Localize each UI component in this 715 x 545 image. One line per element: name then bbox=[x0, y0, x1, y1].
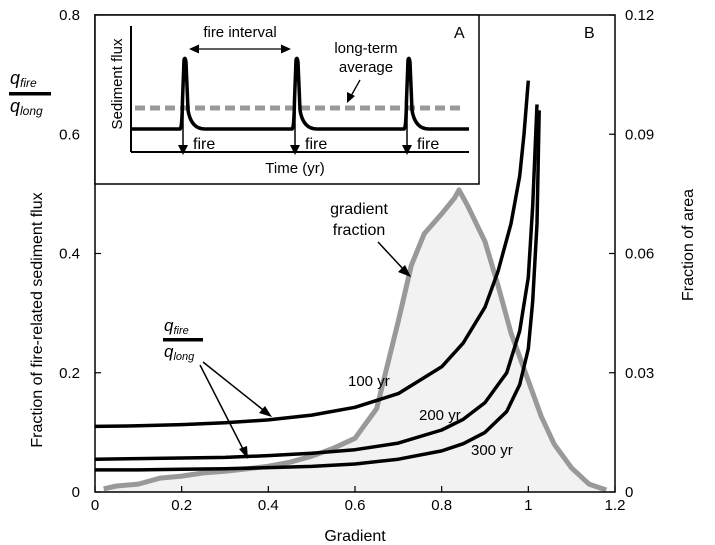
inset-fire-label-1: fire bbox=[193, 136, 215, 153]
inset-fire-interval-arrowhead-right bbox=[281, 44, 291, 54]
inset-fire-arrowhead-3 bbox=[402, 145, 412, 155]
inset-fire-interval-label: fire interval bbox=[203, 24, 276, 41]
inset-average-label-line1: long-term bbox=[334, 40, 397, 57]
axis-ticks-layer: 0 0.2 0.4 0.6 0.8 1 1.200.20.40.60.800.030.060… bbox=[59, 7, 654, 514]
ratio-denominator: qlong bbox=[10, 96, 43, 118]
inset-y-label: Sediment flux bbox=[109, 38, 126, 129]
y-left-tick-label-4: 0.8 bbox=[59, 7, 80, 24]
ratio-arrowhead-lower bbox=[239, 446, 248, 459]
inset-panel-label: A bbox=[454, 25, 465, 42]
panel-b-label: B bbox=[584, 25, 595, 42]
x-tick-label-5: 1 bbox=[524, 497, 532, 514]
inset-average-label-line2: average bbox=[339, 59, 393, 76]
gradient-fraction-arrow-line bbox=[377, 241, 406, 272]
ratio-arrow-line-lower bbox=[199, 364, 245, 452]
gradient-fraction-line bbox=[103, 187, 608, 493]
ratio-numerator: qfire bbox=[10, 68, 37, 90]
inset-frame bbox=[94, 14, 480, 185]
ratio-bar bbox=[9, 92, 51, 96]
flux-lines-layer bbox=[94, 80, 541, 472]
inset-fire-label-2: fire bbox=[305, 136, 327, 153]
x-tick-label-4: 0.8 bbox=[431, 497, 452, 514]
gradient-fraction-label-line1: gradient bbox=[330, 201, 388, 218]
y-right-tick-label-1: 0.03 bbox=[625, 365, 654, 382]
series-line-200yr bbox=[94, 104, 539, 461]
x-tick-label-6: 1.2 bbox=[605, 497, 626, 514]
inset-fire-arrowhead-2 bbox=[290, 145, 300, 155]
x-tick-label-0: 0 bbox=[91, 497, 99, 514]
y-right-tick-label-3: 0.09 bbox=[625, 126, 654, 143]
gradient-fraction-layer bbox=[103, 187, 608, 493]
y-axis-left-label: Fraction of fire-related sediment flux bbox=[29, 192, 46, 447]
plot-ratio-numerator: qfire bbox=[164, 316, 189, 337]
x-tick-label-3: 0.6 bbox=[345, 497, 366, 514]
y-right-tick-label-4: 0.12 bbox=[625, 7, 654, 24]
gradient-fraction-label-line2: fraction bbox=[333, 222, 385, 239]
ratio-arrow-line-upper bbox=[202, 361, 268, 414]
label-300yr: 300 yr bbox=[471, 442, 513, 459]
series-line-100yr bbox=[94, 80, 531, 429]
plot-ratio-bar bbox=[163, 338, 203, 342]
inset-panel-a: A Sediment flux Time (yr) fire fire fire… bbox=[94, 14, 480, 185]
gradient-fraction-arrowhead bbox=[398, 265, 411, 277]
x-tick-label-2: 0.4 bbox=[258, 497, 279, 514]
inset-fire-label-3: fire bbox=[417, 136, 439, 153]
inset-fire-arrowhead-1 bbox=[178, 145, 188, 155]
left-ratio-label: qfire qlong bbox=[9, 68, 51, 118]
series-line-300yr bbox=[95, 110, 541, 472]
label-200yr: 200 yr bbox=[419, 407, 461, 424]
plot-ratio-denominator: qlong bbox=[164, 342, 195, 363]
plot-ratio-label: qfire qlong bbox=[163, 316, 272, 459]
inset-x-label: Time (yr) bbox=[265, 160, 324, 177]
y-left-tick-label-2: 0.4 bbox=[59, 246, 80, 263]
label-100yr: 100 yr bbox=[348, 373, 390, 390]
y-left-tick-label-1: 0.2 bbox=[59, 365, 80, 382]
y-left-tick-label-3: 0.6 bbox=[59, 126, 80, 143]
y-right-tick-label-0: 0 bbox=[625, 484, 633, 501]
gradient-fraction-annotation: gradient fraction bbox=[330, 201, 411, 277]
x-axis-label: Gradient bbox=[324, 528, 386, 545]
inset-average-arrow-line bbox=[350, 79, 361, 97]
gradient-fraction-area bbox=[103, 189, 607, 492]
x-tick-label-1: 0.2 bbox=[171, 497, 192, 514]
inset-average-arrowhead bbox=[347, 92, 355, 103]
y-axis-right-label: Fraction of area bbox=[680, 189, 697, 301]
y-left-tick-label-0: 0 bbox=[72, 484, 80, 501]
inset-fire-interval-arrowhead-left bbox=[189, 44, 199, 54]
y-right-tick-label-2: 0.06 bbox=[625, 246, 654, 263]
inset-flux-line bbox=[131, 56, 469, 131]
ratio-arrowhead-upper bbox=[259, 406, 272, 417]
